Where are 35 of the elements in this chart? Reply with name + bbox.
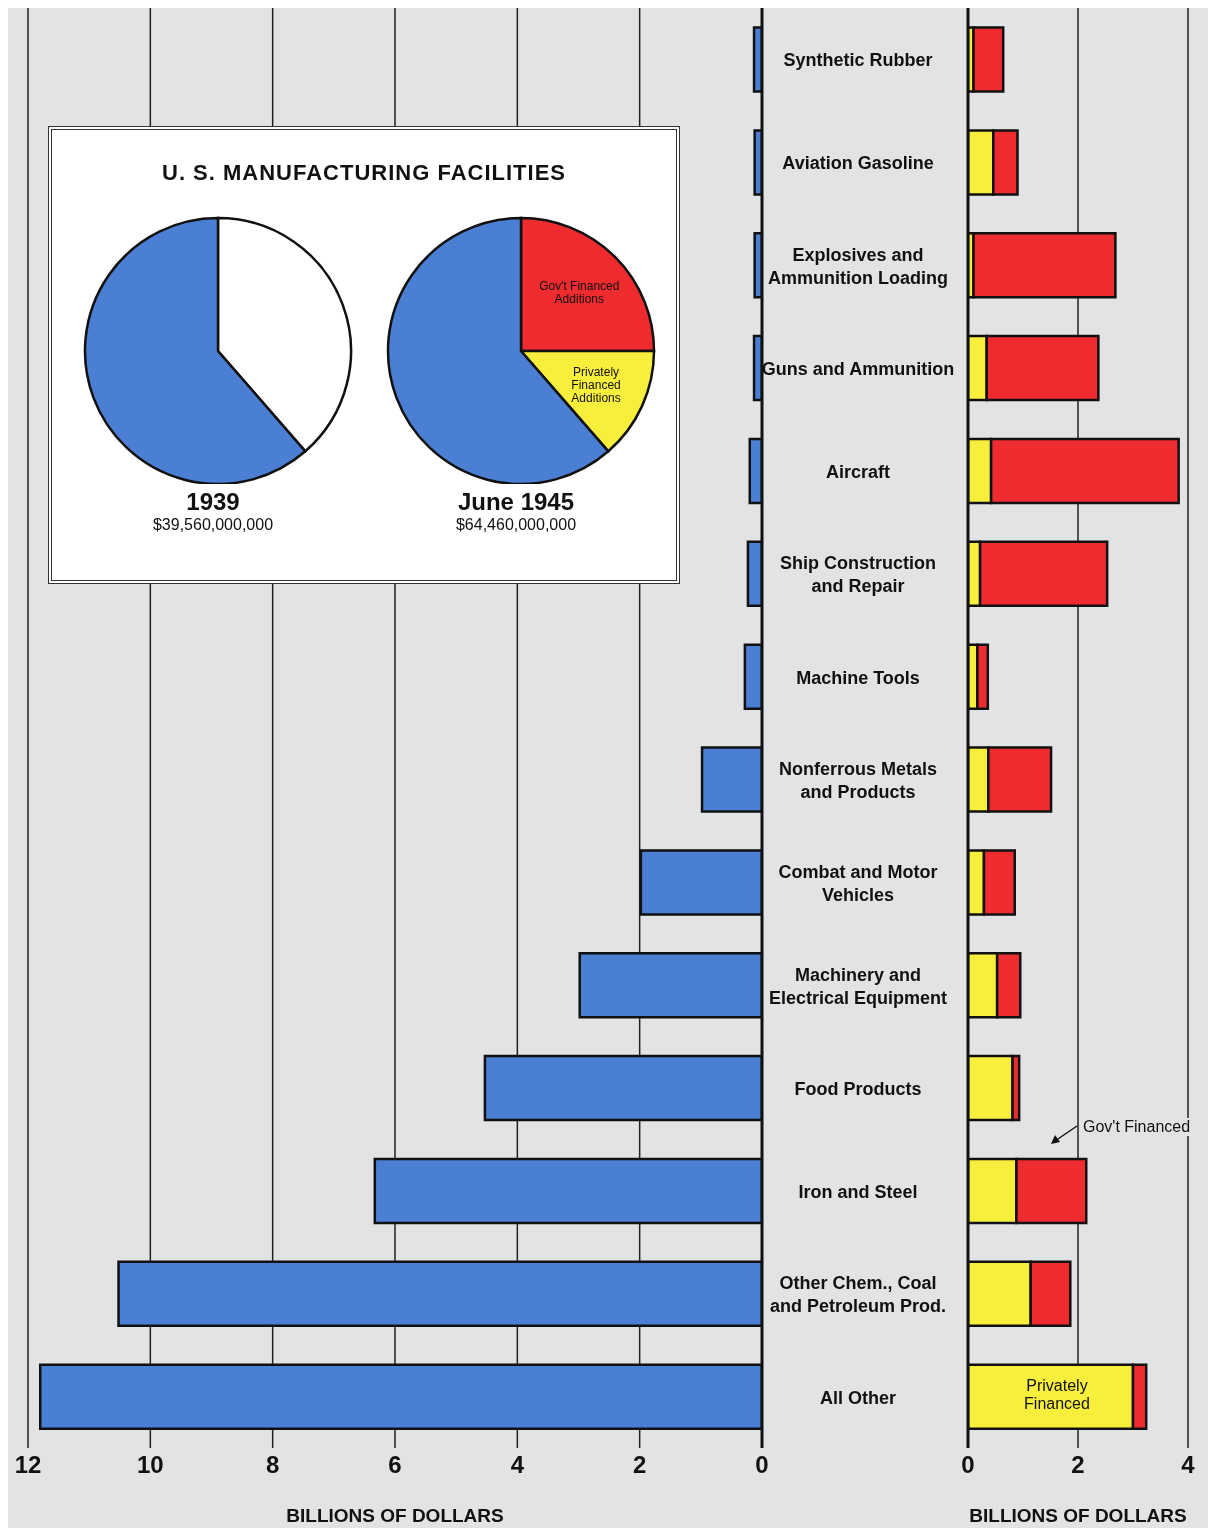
y-tick-label: Synthetic Rubber — [783, 50, 933, 71]
x-tick-label: 12 — [14, 1451, 42, 1479]
x-tick-label: 6 — [388, 1451, 402, 1479]
y-tick-label: Food Products — [794, 1079, 922, 1099]
x-tick-label: 4 — [1181, 1451, 1196, 1479]
x-tick-label: 2 — [1071, 1451, 1085, 1479]
text: June 1945 — [456, 488, 576, 516]
y-tick-label: Nonferrous Metals and Products — [778, 758, 938, 802]
y-tick-label: Guns and Ammunition — [761, 359, 955, 379]
y-tick-label: Ship Construction and Repair — [780, 553, 936, 597]
y-tick-label: Combat and Motor Vehicles — [778, 861, 938, 905]
y-tick-label: Other Chem., Coal and Petroleum Prod. — [769, 1273, 947, 1317]
slice-label: Privately Financed Additions — [571, 365, 621, 406]
x-tick-label: 8 — [265, 1451, 280, 1479]
y-tick-label: Machinery and Electrical Equipment — [768, 964, 948, 1008]
x-axis-title: BILLIONS OF DOLLARS — [969, 1505, 1187, 1526]
x-tick-label: 2 — [632, 1451, 647, 1479]
x-tick-label: 4 — [510, 1451, 525, 1479]
x-axis-title: BILLIONS OF DOLLARS — [286, 1505, 504, 1526]
y-tick-label: Iron and Steel — [798, 1181, 918, 1202]
y-tick-label: Explosives and Ammunition Loading — [768, 244, 948, 288]
text: $64,460,000,000 — [454, 516, 578, 534]
y-tick-label: Aviation Gasoline — [782, 153, 934, 174]
x-tick-label: 0 — [755, 1451, 769, 1479]
y-tick-label: Machine Tools — [796, 667, 920, 688]
text: $39,560,000,000 — [151, 516, 275, 534]
x-tick-label: 10 — [136, 1451, 164, 1479]
text: U. S. MANUFACTURING FACILITIES — [161, 160, 567, 186]
y-tick-label: Aircraft — [825, 461, 891, 482]
text: 1939 — [185, 488, 241, 516]
y-tick-label: All Other — [819, 1387, 897, 1408]
legend-label: Gov't Financed — [1083, 1118, 1195, 1136]
series-label: Privately Financed — [1023, 1377, 1091, 1413]
slice-label: Gov't Financed Additions — [539, 279, 620, 307]
x-tick-label: 0 — [961, 1451, 975, 1479]
